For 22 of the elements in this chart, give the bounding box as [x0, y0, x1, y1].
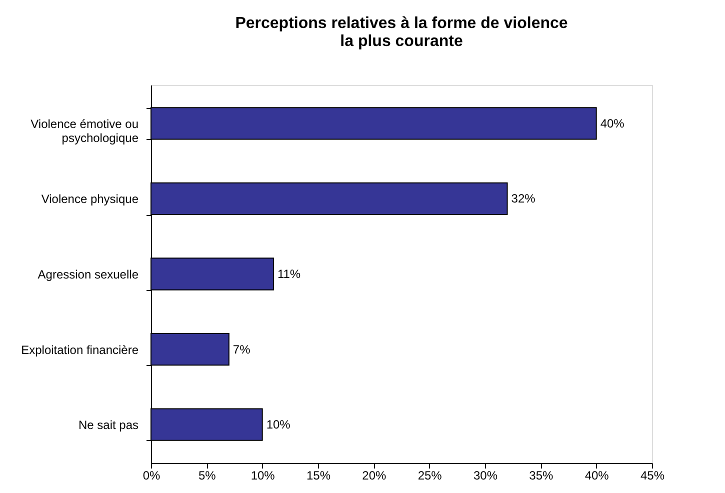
y-tick-label: Violence émotive ou psychologique — [30, 116, 139, 145]
x-tick-label: 5% — [198, 468, 216, 482]
y-tick-label: Exploitation financière — [21, 342, 139, 357]
data-label: 10% — [266, 418, 291, 432]
data-label: 7% — [232, 342, 251, 356]
text: Perceptions relatives à la forme de violence — [235, 15, 568, 32]
x-tick-label: 15% — [306, 468, 331, 482]
x-tick-label: 35% — [529, 468, 554, 482]
y-tick-label: Violence physique — [41, 192, 139, 206]
x-tick-label: 10% — [250, 468, 276, 482]
x-tick-label: 30% — [473, 468, 498, 482]
x-tick-label: 20% — [362, 468, 386, 482]
x-tick-label: 45% — [640, 468, 665, 482]
x-tick-label: 40% — [584, 468, 610, 482]
text: la plus courante — [340, 33, 463, 50]
data-label: 11% — [277, 267, 301, 281]
y-tick-label: Ne sait pas — [78, 418, 138, 432]
x-tick-label: 0% — [142, 468, 160, 482]
data-label: 40% — [600, 116, 625, 130]
x-tick-label: 25% — [418, 468, 442, 482]
y-tick-label: Agression sexuelle — [38, 268, 139, 282]
data-label: 32% — [511, 192, 536, 206]
